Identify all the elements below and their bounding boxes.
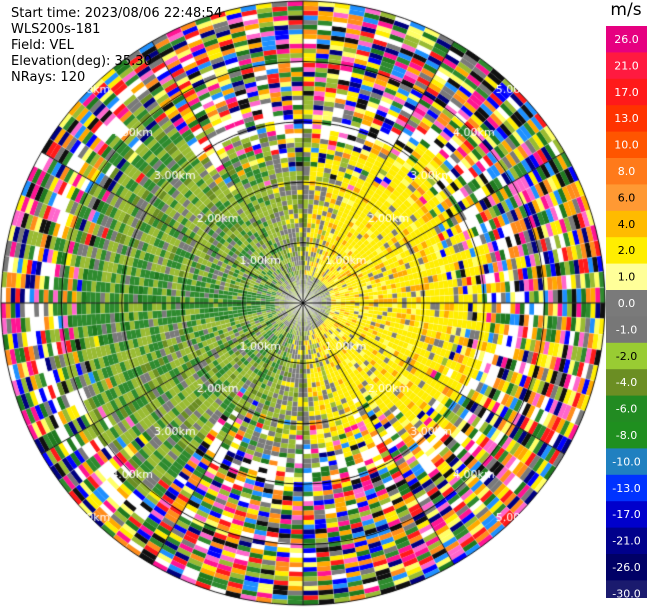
colorbar-swatch — [606, 501, 647, 529]
colorbar-tick-label: 0.0 — [618, 297, 636, 310]
colorbar-swatch — [606, 527, 647, 555]
colorbar-swatch — [606, 422, 647, 449]
colorbar-swatch — [606, 52, 647, 80]
colorbar-swatch — [606, 263, 647, 291]
velocity-colorbar: 26.0 21.0 17.0 13.0 10.0 8.0 6.0 4.0 2.0 1.0 0.0 -1… — [606, 26, 647, 598]
colorbar-tick-label: -4.0 — [616, 376, 637, 389]
colorbar-swatch — [606, 290, 647, 317]
colorbar-tick-label: -2.0 — [616, 350, 637, 363]
colorbar-tick-label: -6.0 — [616, 403, 637, 416]
colorbar-tick-label: 2.0 — [618, 244, 636, 257]
colorbar-tick-label: -13.0 — [612, 482, 640, 495]
colorbar-tick-label: -30.0 — [612, 587, 640, 598]
colorbar-tick-label: 13.0 — [614, 112, 639, 125]
colorbar-swatch — [606, 474, 647, 502]
colorbar-tick-label: 6.0 — [618, 191, 636, 204]
colorbar-tick-label: 26.0 — [614, 33, 639, 46]
colorbar-swatch — [606, 554, 647, 581]
colorbar-tick-label: 4.0 — [618, 218, 636, 231]
colorbar-swatch — [606, 448, 647, 476]
start-time-label: Start time: 2023/08/06 22:48:54 — [11, 6, 223, 21]
field-label: Field: VEL — [11, 38, 74, 53]
colorbar-swatch — [606, 78, 647, 106]
colorbar-tick-label: -8.0 — [616, 429, 637, 442]
colorbar-swatch — [606, 184, 647, 212]
colorbar-tick-label: 8.0 — [618, 165, 636, 178]
colorbar-tick-label: -21.0 — [612, 535, 640, 548]
colorbar-tick-label: 10.0 — [614, 139, 639, 152]
nrays-label: NRays: 120 — [11, 70, 86, 85]
colorbar-swatch — [606, 210, 647, 238]
colorbar-tick-label: -26.0 — [612, 561, 640, 574]
colorbar-swatch — [606, 395, 647, 423]
colorbar-swatch — [606, 158, 647, 185]
colorbar-swatch — [606, 342, 647, 370]
elevation-label: Elevation(deg): 35.30 — [11, 54, 152, 69]
colorbar-swatch — [606, 580, 647, 598]
velocity-ppi-plot — [0, 0, 606, 607]
instrument-label: WLS200s-181 — [11, 22, 101, 37]
colorbar-swatch — [606, 237, 647, 265]
colorbar-swatch — [606, 316, 647, 344]
colorbar-swatch — [606, 26, 647, 53]
colorbar-unit: m/s — [610, 0, 642, 20]
colorbar-tick-label: 21.0 — [614, 59, 639, 72]
colorbar-swatch — [606, 105, 647, 133]
colorbar-tick-label: -1.0 — [616, 323, 637, 336]
colorbar-swatch — [606, 369, 647, 397]
colorbar-tick-label: -10.0 — [612, 455, 640, 468]
colorbar-tick-label: -17.0 — [612, 508, 640, 521]
colorbar-swatch — [606, 131, 647, 159]
colorbar-tick-label: 17.0 — [614, 86, 639, 99]
colorbar-tick-label: 1.0 — [618, 271, 636, 284]
